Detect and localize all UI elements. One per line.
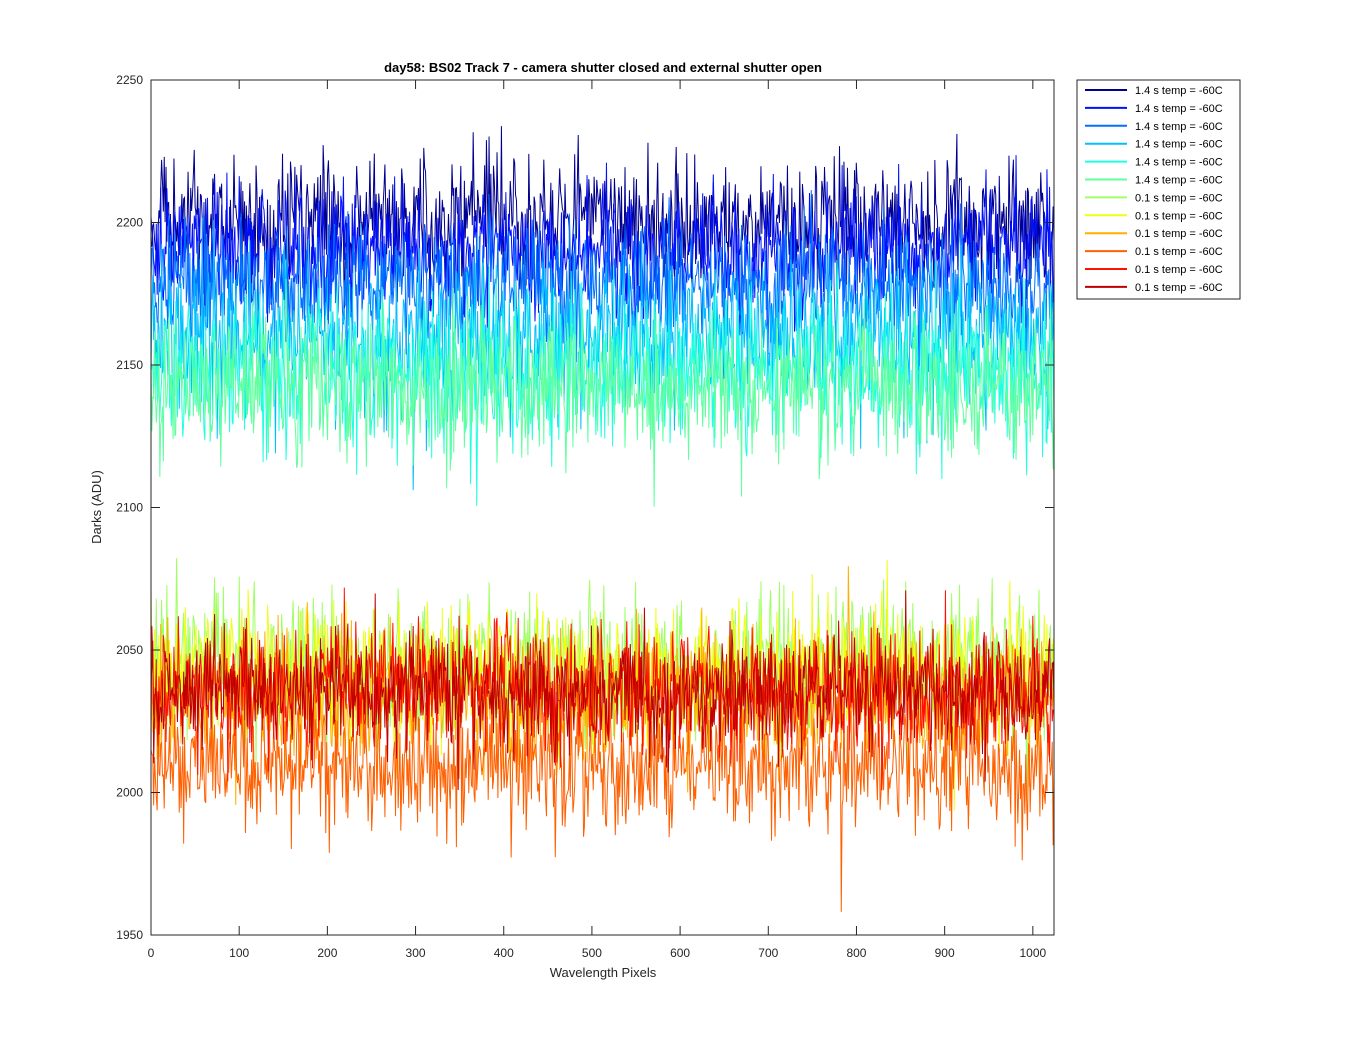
series-line	[150, 278, 1055, 507]
x-tick-label: 700	[758, 946, 778, 960]
x-tick-label: 0	[148, 946, 155, 960]
x-tick-label: 800	[846, 946, 866, 960]
y-tick-label: 2250	[116, 73, 143, 87]
legend-item[interactable]: 0.1 s temp = -60C	[1085, 210, 1223, 222]
x-tick-label: 600	[670, 946, 690, 960]
legend-item[interactable]: 0.1 s temp = -60C	[1085, 246, 1223, 258]
series-layer	[150, 126, 1055, 912]
legend-item[interactable]: 0.1 s temp = -60C	[1085, 282, 1223, 294]
legend[interactable]: 1.4 s temp = -60C 1.4 s temp = -60C 1.4 s …	[1076, 79, 1241, 300]
x-tick-label: 400	[494, 946, 514, 960]
legend-label: 0.1 s temp = -60C	[1135, 228, 1223, 240]
chart-title: day58: BS02 Track 7 - camera shutter clo…	[384, 60, 822, 75]
x-tick-label: 900	[935, 946, 955, 960]
x-tick-label: 300	[406, 946, 426, 960]
series-line	[150, 190, 1055, 387]
y-tick-label: 1950	[116, 928, 143, 942]
legend-item[interactable]: 1.4 s temp = -60C	[1085, 121, 1223, 133]
legend-label: 1.4 s temp = -60C	[1135, 157, 1223, 169]
legend-item[interactable]: 0.1 s temp = -60C	[1085, 264, 1223, 276]
legend-item[interactable]: 0.1 s temp = -60C	[1085, 192, 1223, 204]
legend-item[interactable]: 1.4 s temp = -60C	[1085, 85, 1223, 97]
legend-item[interactable]: 1.4 s temp = -60C	[1085, 157, 1223, 169]
series-line	[150, 677, 1055, 912]
legend-label: 0.1 s temp = -60C	[1135, 282, 1223, 294]
y-tick-label: 2200	[116, 216, 143, 230]
legend-label: 1.4 s temp = -60C	[1135, 175, 1223, 187]
legend-label: 1.4 s temp = -60C	[1135, 85, 1223, 97]
y-tick-label: 2100	[116, 501, 143, 515]
legend-label: 1.4 s temp = -60C	[1135, 139, 1223, 151]
y-tick-label: 2150	[116, 358, 143, 372]
legend-label: 0.1 s temp = -60C	[1135, 264, 1223, 276]
plot-area: 0 100 200 300 400 500 600 700 800 900 1000 1950 2000…	[116, 73, 1055, 960]
legend-item[interactable]: 0.1 s temp = -60C	[1085, 228, 1223, 240]
x-tick-label: 100	[229, 946, 249, 960]
legend-label: 0.1 s temp = -60C	[1135, 192, 1223, 204]
legend-label: 0.1 s temp = -60C	[1135, 210, 1223, 222]
legend-item[interactable]: 1.4 s temp = -60C	[1085, 175, 1223, 187]
tick-layer: 0 100 200 300 400 500 600 700 800 900 1000 1950 2000…	[116, 73, 1054, 960]
legend-label: 1.4 s temp = -60C	[1135, 103, 1223, 115]
series-line	[150, 126, 1055, 320]
legend-items: 1.4 s temp = -60C 1.4 s temp = -60C 1.4 s …	[1085, 85, 1223, 294]
legend-item[interactable]: 1.4 s temp = -60C	[1085, 103, 1223, 115]
x-tick-label: 500	[582, 946, 602, 960]
x-tick-label: 200	[317, 946, 337, 960]
y-tick-label: 2000	[116, 786, 143, 800]
x-tick-label: 1000	[1019, 946, 1046, 960]
legend-label: 0.1 s temp = -60C	[1135, 246, 1223, 258]
y-axis-label: Darks (ADU)	[89, 470, 104, 544]
legend-item[interactable]: 1.4 s temp = -60C	[1085, 139, 1223, 151]
legend-label: 1.4 s temp = -60C	[1135, 121, 1223, 133]
series-line	[150, 590, 1055, 791]
x-axis-label: Wavelength Pixels	[550, 965, 657, 980]
y-tick-label: 2050	[116, 643, 143, 657]
legend-box	[1076, 79, 1241, 300]
